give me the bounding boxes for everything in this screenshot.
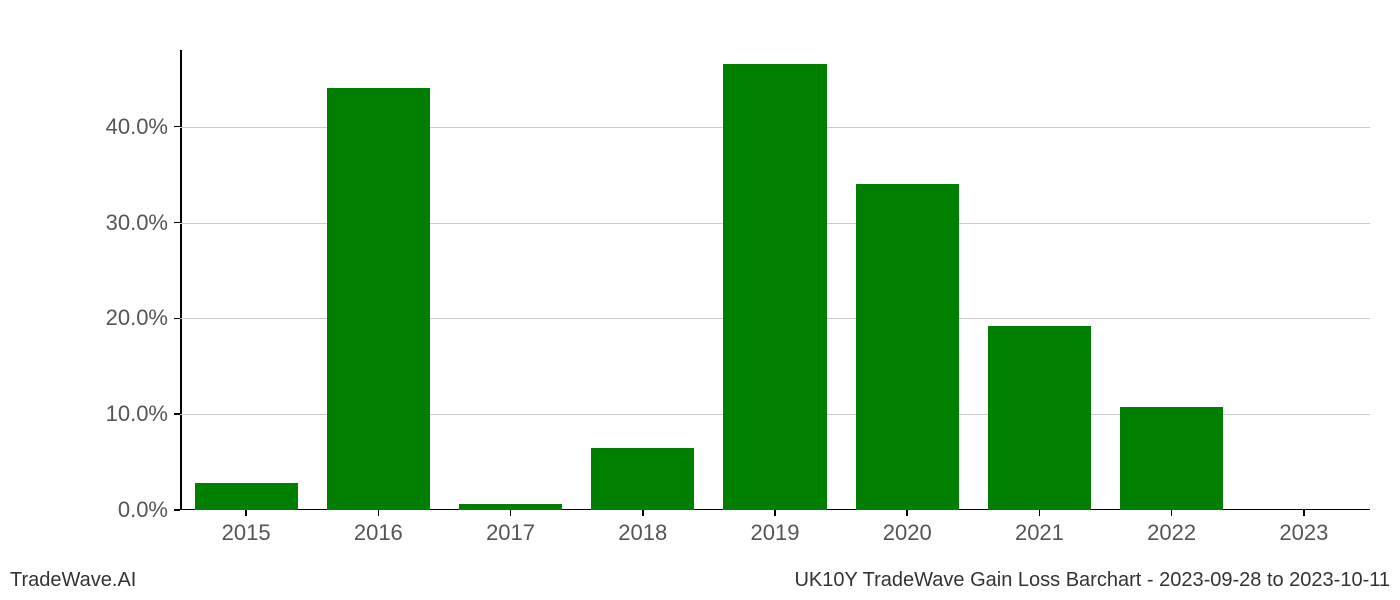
ytick-mark <box>174 318 180 320</box>
bar <box>723 64 826 510</box>
bar <box>327 88 430 510</box>
xtick-mark <box>642 510 644 516</box>
ytick-label: 40.0% <box>106 114 168 140</box>
footer-brand: TradeWave.AI <box>10 569 136 592</box>
ytick-label: 20.0% <box>106 305 168 331</box>
xtick-label: 2015 <box>222 520 271 546</box>
xtick-label: 2020 <box>883 520 932 546</box>
chart-area: 0.0%10.0%20.0%30.0%40.0% 201520162017201… <box>180 50 1370 510</box>
ytick-mark <box>174 413 180 415</box>
xtick-mark <box>378 510 380 516</box>
xtick-label: 2016 <box>354 520 403 546</box>
bar <box>1120 407 1223 511</box>
xtick-label: 2021 <box>1015 520 1064 546</box>
xtick-mark <box>510 510 512 516</box>
ytick-mark <box>174 509 180 511</box>
y-axis-line <box>180 50 182 510</box>
xtick-mark <box>1303 510 1305 516</box>
footer-caption: UK10Y TradeWave Gain Loss Barchart - 202… <box>794 569 1390 592</box>
bar <box>988 326 1091 510</box>
ytick-label: 10.0% <box>106 401 168 427</box>
ytick-mark <box>174 222 180 224</box>
xtick-label: 2022 <box>1147 520 1196 546</box>
xtick-label: 2017 <box>486 520 535 546</box>
xtick-mark <box>245 510 247 516</box>
ytick-label: 0.0% <box>118 497 168 523</box>
bar <box>591 448 694 510</box>
xtick-label: 2018 <box>618 520 667 546</box>
bar <box>856 184 959 510</box>
xtick-label: 2023 <box>1279 520 1328 546</box>
xtick-mark <box>774 510 776 516</box>
xtick-label: 2019 <box>751 520 800 546</box>
ytick-label: 30.0% <box>106 210 168 236</box>
xtick-mark <box>1039 510 1041 516</box>
xtick-mark <box>906 510 908 516</box>
ytick-mark <box>174 126 180 128</box>
xtick-mark <box>1171 510 1173 516</box>
bar <box>195 483 298 510</box>
